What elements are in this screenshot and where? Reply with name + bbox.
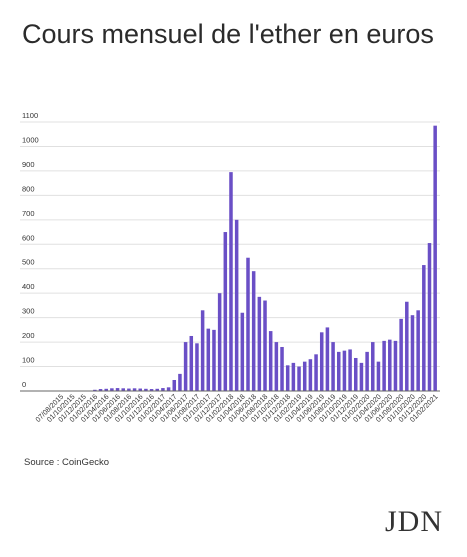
bar: 01/06/2017: 200 [183, 342, 188, 391]
y-tick-label: 700 [22, 209, 35, 218]
bar: 01/06/2018: 490 [251, 271, 256, 391]
bar: 01/05/2020: 205 [382, 340, 386, 391]
bar: 01/01/2020: 115 [359, 362, 364, 391]
bar: 01/04/2017: 45 [172, 379, 177, 391]
bar: 01/02/2019: 100 [297, 366, 301, 391]
y-tick-label: 800 [22, 184, 35, 193]
jdn-logo: JDN [384, 505, 443, 538]
bar: 01/07/2016: 11 [121, 388, 125, 391]
bar: 01/08/2020: 295 [399, 318, 403, 391]
bar: 01/04/2016: 9 [104, 388, 108, 391]
bar: 01/11/2020: 330 [416, 310, 420, 391]
bar: 01/12/2019: 135 [354, 357, 358, 391]
bar: 01/01/2019: 115 [291, 362, 296, 391]
x-axis-tick-labels: 07/08/201501/10/201501/12/201501/02/2016… [33, 392, 439, 424]
chart-title: Cours mensuel de l'ether en euros [22, 19, 434, 49]
y-tick-label: 400 [22, 282, 35, 291]
bar: 01/11/2016: 9 [144, 388, 148, 391]
bar: 01/11/2019: 170 [348, 349, 352, 391]
bar: 01/09/2018: 245 [268, 331, 273, 391]
bar: 01/05/2016: 11 [110, 388, 114, 391]
y-axis-tick-labels: 0 100 200 300 400 500 600 700 800 900 1000 1100 [22, 111, 39, 389]
bar: 01/03/2018: 700 [234, 219, 239, 391]
bar: 01/03/2017: 15 [166, 387, 171, 391]
bar: 01/06/2016: 12 [115, 388, 120, 391]
bar: 01/11/2017: 250 [212, 329, 216, 391]
source-note: Source : CoinGecko [24, 457, 110, 468]
y-tick-label: 200 [22, 331, 35, 340]
bar: 01/12/2017: 400 [217, 293, 222, 391]
bar: 01/05/2019: 150 [314, 354, 318, 391]
bar: 01/12/2018: 105 [285, 365, 290, 391]
bar: 01/02/2018: 895 [229, 172, 233, 391]
bar: 01/08/2018: 370 [263, 300, 267, 391]
bar: 01/10/2019: 165 [342, 350, 347, 391]
bar: 01/09/2017: 330 [200, 310, 205, 391]
bar: 01/08/2017: 195 [195, 343, 199, 391]
bar: 01/09/2019: 160 [336, 351, 341, 391]
bar: 01/02/2020: 160 [365, 351, 369, 391]
bar: 01/04/2019: 130 [308, 359, 313, 391]
bar: 01/10/2018: 200 [274, 342, 279, 391]
bar: 01/02/2021: 1085 [433, 125, 437, 391]
y-tick-label: 500 [22, 258, 35, 267]
y-tick-label: 1100 [22, 111, 38, 120]
bar: 01/05/2017: 70 [178, 373, 182, 391]
bar: 01/01/2021: 605 [427, 243, 432, 391]
bar: 01/11/2018: 180 [280, 346, 284, 391]
bar: 01/09/2020: 365 [405, 301, 409, 391]
bar: 01/06/2020: 210 [388, 339, 392, 391]
bar: 01/01/2018: 650 [223, 232, 228, 391]
bar: 01/01/2017: 9 [155, 388, 160, 391]
bar: 01/07/2017: 225 [189, 335, 194, 391]
bar: 01/10/2016: 10 [138, 388, 142, 391]
bar: 01/08/2019: 200 [331, 342, 335, 391]
bar: 01/12/2016: 8 [149, 389, 154, 391]
y-tick-label: 0 [22, 380, 26, 389]
bar: 01/06/2019: 240 [319, 332, 324, 391]
bar: 01/10/2017: 255 [206, 328, 211, 391]
bar: 01/07/2018: 385 [257, 296, 262, 391]
y-tick-label: 600 [22, 233, 35, 242]
y-tick-label: 1000 [22, 135, 39, 144]
bar: 01/03/2019: 120 [302, 361, 307, 391]
bar: 01/04/2020: 120 [376, 361, 381, 391]
bar: 01/02/2016: 5 [93, 389, 97, 391]
bars: 07/08/2015: 201/09/2015: 101/10/2015: 10… [59, 125, 437, 392]
bar: 01/05/2018: 545 [246, 257, 250, 391]
y-tick-label: 100 [22, 356, 35, 365]
bar: 01/03/2016: 8 [98, 389, 103, 391]
y-tick-label: 300 [22, 307, 35, 316]
bar: 01/08/2016: 10 [127, 388, 131, 391]
y-tick-label: 900 [22, 160, 35, 169]
bar: 01/04/2018: 320 [240, 312, 245, 391]
bar: 01/09/2016: 11 [132, 388, 137, 391]
bar: 01/07/2019: 260 [325, 327, 330, 391]
bar: 01/10/2020: 310 [410, 315, 415, 391]
bar: 01/03/2020: 200 [371, 342, 375, 391]
bar: 01/12/2020: 515 [422, 265, 426, 391]
bar: 01/02/2017: 12 [161, 388, 165, 391]
bar: 01/07/2020: 205 [393, 340, 398, 391]
